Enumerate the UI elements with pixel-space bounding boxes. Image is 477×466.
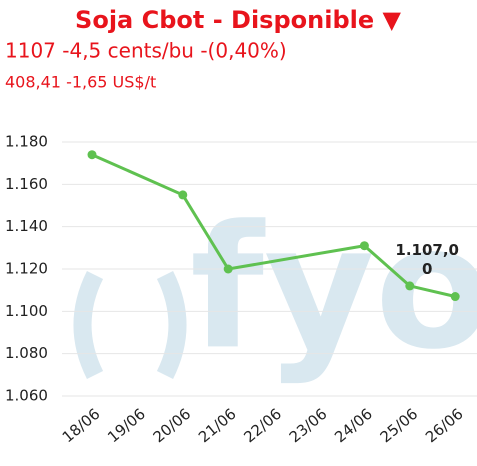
x-tick-label: 19/06 [104, 405, 149, 447]
x-tick-label: 21/06 [195, 405, 240, 447]
subtitle: 1107 -4,5 cents/bu -(0,40%) [5, 39, 287, 63]
x-tick-label: 20/06 [150, 405, 195, 447]
point [450, 292, 460, 302]
point [87, 150, 97, 160]
x-tick-label: 23/06 [286, 405, 331, 447]
point [359, 241, 369, 251]
point [405, 281, 415, 291]
x-tick-label: 18/06 [59, 405, 104, 447]
x-tick-label: 22/06 [240, 405, 285, 447]
line [91, 153, 456, 298]
subtitle: 408,41 -1,65 US$/t [5, 73, 156, 92]
x-tick-label: 24/06 [331, 405, 376, 447]
data-label: 1.107,00 [395, 240, 459, 278]
y-tick-label: 1.080 [5, 344, 48, 362]
y-tick-label: 1.160 [5, 175, 48, 193]
y-tick-label: 1.060 [5, 387, 48, 405]
x-tick-label: 25/06 [377, 405, 422, 447]
x-tick-label: 26/06 [422, 405, 467, 447]
watermark-text: fyo [190, 189, 477, 387]
y-tick-label: 1.120 [5, 260, 48, 278]
point [178, 190, 188, 200]
y-tick-label: 1.140 [5, 217, 48, 235]
point [223, 264, 233, 274]
watermark [73, 270, 187, 380]
watermark-paren [156, 270, 187, 380]
watermark-paren [73, 270, 104, 380]
y-tick-label: 1.100 [5, 302, 48, 320]
y-tick-label: 1.180 [5, 133, 48, 151]
chart-title: Soja Cbot - Disponible ▼ [75, 6, 401, 34]
